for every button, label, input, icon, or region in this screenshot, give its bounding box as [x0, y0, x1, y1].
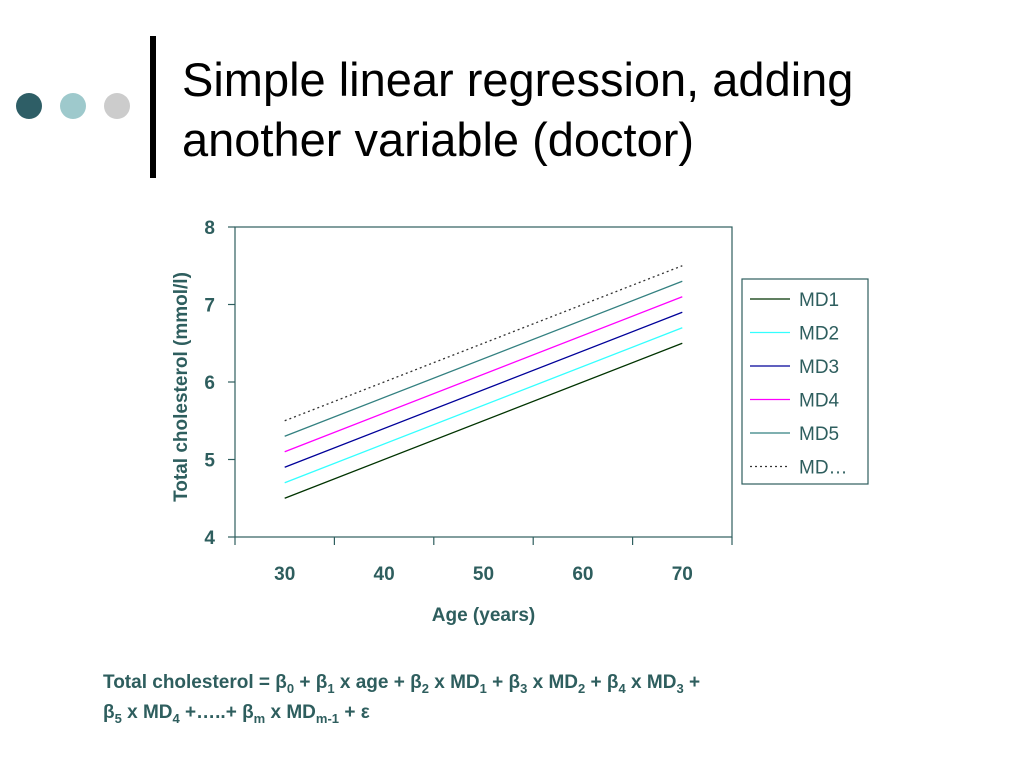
legend-label-6: MD… — [799, 458, 848, 479]
y-axis-title: Total cholesterol (mmol/l) — [171, 272, 192, 502]
legend-label-1: MD1 — [799, 290, 839, 311]
legend-label-4: MD4 — [799, 391, 840, 412]
x-tick-label: 30 — [274, 564, 295, 585]
legend-label-3: MD3 — [799, 357, 839, 378]
x-tick-label: 50 — [473, 564, 494, 585]
bullet-dot-grey — [104, 93, 130, 119]
series-line-1 — [284, 342, 683, 499]
title-line-2: another variable (doctor) — [182, 113, 695, 166]
regression-formula: Total cholesterol = β0 + β1 x age + β2 x… — [103, 672, 701, 726]
bullet-dot-dark — [16, 93, 42, 119]
y-tick-label: 7 — [204, 296, 215, 317]
x-tick-label: 70 — [672, 564, 693, 585]
x-tick-label: 40 — [374, 564, 395, 585]
x-tick-label: 60 — [572, 564, 593, 585]
bullet-dot-light — [60, 93, 86, 119]
slide-bullets — [16, 93, 132, 121]
title-line-1: Simple linear regression, adding — [182, 53, 854, 106]
slide-title: Simple linear regression, adding another… — [182, 50, 1002, 170]
legend-label-2: MD2 — [799, 324, 839, 345]
y-tick-label: 6 — [204, 373, 215, 394]
legend-label-5: MD5 — [799, 424, 839, 445]
series-line-5 — [284, 280, 683, 437]
regression-chart: 30 40 50 60 70 4 5 6 7 8 Age (years) Total choleste… — [171, 218, 869, 626]
plot-area-frame — [234, 226, 733, 538]
x-axis-title: Age (years) — [432, 605, 536, 626]
series-line-2 — [284, 327, 683, 484]
series-line-6 — [284, 265, 683, 422]
title-divider — [150, 36, 156, 178]
y-tick-label: 4 — [204, 528, 215, 549]
series-line-3 — [284, 311, 683, 468]
y-tick-label: 8 — [204, 218, 215, 239]
legend-box — [741, 278, 869, 485]
y-tick-label: 5 — [204, 451, 215, 472]
series-line-4 — [284, 296, 683, 453]
